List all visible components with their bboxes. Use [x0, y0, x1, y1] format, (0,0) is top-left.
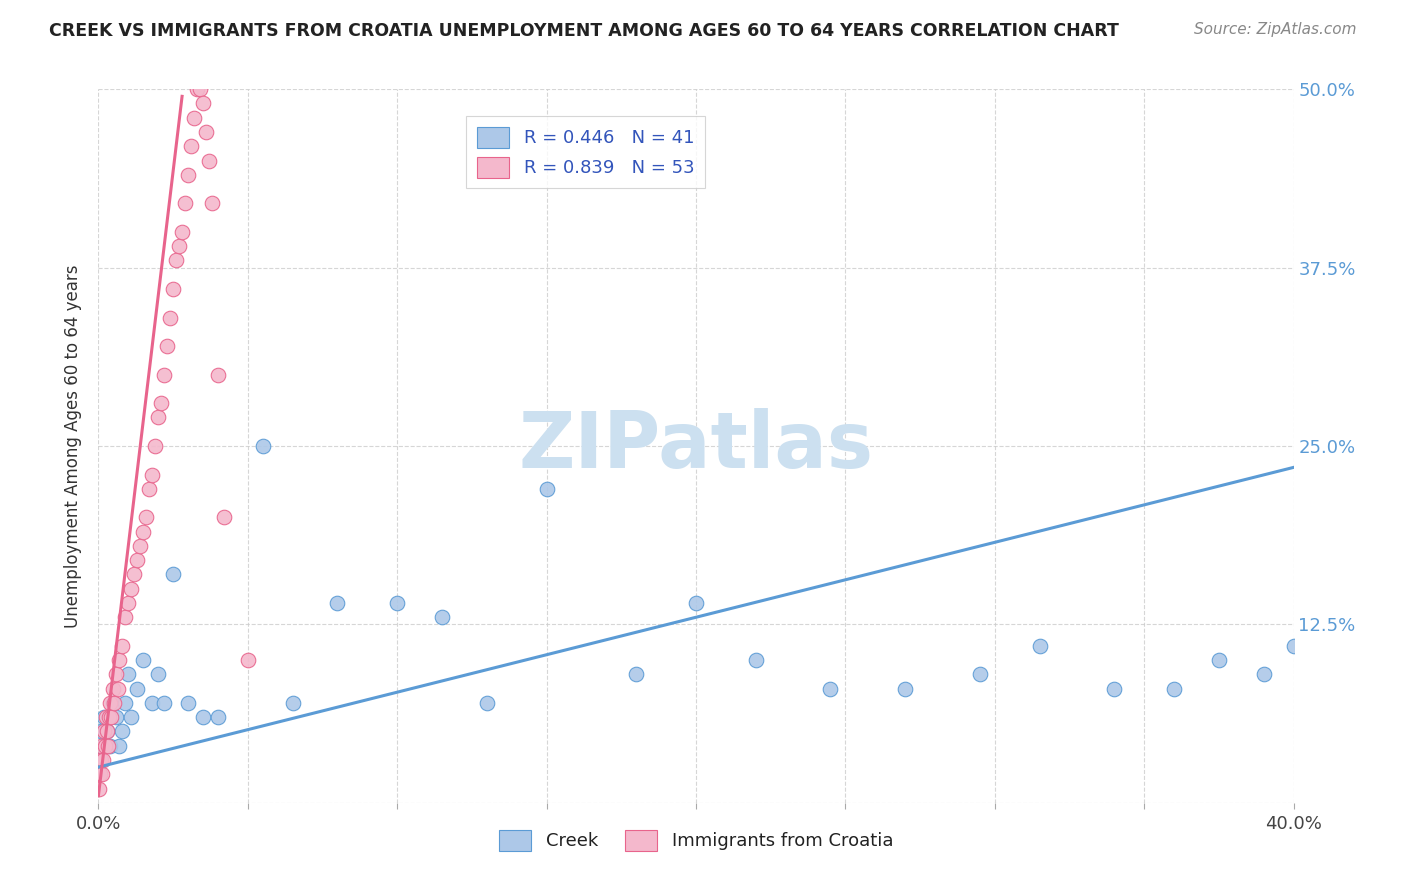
- Point: [117, 596, 139, 610]
- Point: [132, 524, 155, 539]
- Point: [188, 82, 211, 96]
- Point: [186, 82, 208, 96]
- Point: [207, 710, 229, 724]
- Point: [281, 696, 304, 710]
- Point: [105, 667, 128, 681]
- Point: [430, 610, 453, 624]
- Text: Source: ZipAtlas.com: Source: ZipAtlas.com: [1194, 22, 1357, 37]
- Point: [94, 739, 117, 753]
- Point: [107, 681, 129, 696]
- Point: [103, 696, 125, 710]
- Point: [90, 753, 112, 767]
- Point: [162, 567, 184, 582]
- Point: [236, 653, 259, 667]
- Point: [93, 710, 115, 724]
- Point: [894, 681, 917, 696]
- Point: [201, 196, 224, 211]
- Point: [969, 667, 991, 681]
- Point: [172, 225, 194, 239]
- Point: [100, 710, 122, 724]
- Point: [98, 696, 122, 710]
- Point: [93, 724, 115, 739]
- Point: [91, 767, 114, 781]
- Point: [153, 368, 176, 382]
- Point: [252, 439, 274, 453]
- Point: [103, 681, 125, 696]
- Point: [191, 96, 214, 111]
- Point: [97, 710, 120, 724]
- Point: [475, 696, 498, 710]
- Point: [167, 239, 190, 253]
- Point: [207, 368, 229, 382]
- Point: [1253, 667, 1275, 681]
- Point: [1104, 681, 1126, 696]
- Point: [96, 724, 118, 739]
- Legend: Creek, Immigrants from Croatia: Creek, Immigrants from Croatia: [491, 822, 901, 858]
- Point: [174, 196, 197, 211]
- Point: [91, 753, 114, 767]
- Point: [127, 553, 149, 567]
- Point: [89, 753, 111, 767]
- Point: [156, 339, 179, 353]
- Point: [120, 582, 142, 596]
- Point: [135, 510, 157, 524]
- Point: [94, 710, 117, 724]
- Point: [148, 667, 170, 681]
- Y-axis label: Unemployment Among Ages 60 to 64 years: Unemployment Among Ages 60 to 64 years: [65, 264, 83, 628]
- Point: [141, 467, 163, 482]
- Point: [108, 739, 131, 753]
- Point: [162, 282, 184, 296]
- Point: [191, 710, 214, 724]
- Point: [685, 596, 707, 610]
- Point: [180, 139, 202, 153]
- Point: [89, 767, 111, 781]
- Point: [1208, 653, 1230, 667]
- Point: [97, 739, 120, 753]
- Point: [114, 610, 136, 624]
- Point: [114, 696, 136, 710]
- Point: [90, 739, 112, 753]
- Point: [120, 710, 142, 724]
- Point: [177, 696, 200, 710]
- Point: [138, 482, 160, 496]
- Point: [326, 596, 349, 610]
- Point: [141, 696, 163, 710]
- Point: [198, 153, 221, 168]
- Text: CREEK VS IMMIGRANTS FROM CROATIA UNEMPLOYMENT AMONG AGES 60 TO 64 YEARS CORRELAT: CREEK VS IMMIGRANTS FROM CROATIA UNEMPLO…: [49, 22, 1119, 40]
- Point: [159, 310, 181, 325]
- Point: [103, 696, 125, 710]
- Point: [148, 410, 170, 425]
- Point: [96, 724, 118, 739]
- Point: [177, 168, 200, 182]
- Point: [536, 482, 558, 496]
- Point: [745, 653, 768, 667]
- Point: [90, 724, 112, 739]
- Point: [127, 681, 149, 696]
- Point: [153, 696, 176, 710]
- Point: [89, 781, 111, 796]
- Point: [117, 667, 139, 681]
- Text: ZIPatlas: ZIPatlas: [519, 408, 873, 484]
- Point: [1028, 639, 1050, 653]
- Point: [1282, 639, 1305, 653]
- Point: [111, 639, 134, 653]
- Point: [212, 510, 235, 524]
- Point: [195, 125, 218, 139]
- Point: [105, 710, 128, 724]
- Point: [165, 253, 187, 268]
- Point: [111, 724, 134, 739]
- Point: [150, 396, 173, 410]
- Point: [820, 681, 842, 696]
- Point: [108, 653, 131, 667]
- Point: [98, 739, 122, 753]
- Point: [385, 596, 409, 610]
- Point: [626, 667, 648, 681]
- Point: [132, 653, 155, 667]
- Point: [143, 439, 166, 453]
- Point: [129, 539, 152, 553]
- Point: [183, 111, 205, 125]
- Point: [1163, 681, 1185, 696]
- Point: [124, 567, 146, 582]
- Point: [91, 739, 114, 753]
